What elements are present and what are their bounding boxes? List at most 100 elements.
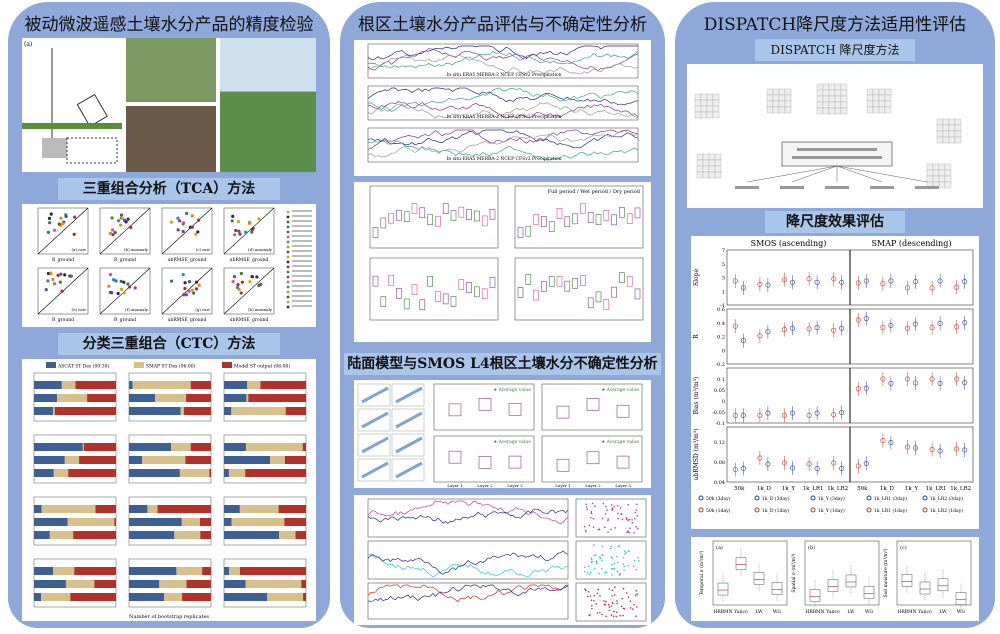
tca-point (169, 279, 174, 283)
grid-cell (878, 106, 886, 114)
x-tick-label: LW (939, 609, 947, 615)
scatter-point (635, 615, 637, 618)
grid-cell (948, 124, 956, 132)
scatter-point (613, 562, 616, 565)
tca-point (119, 287, 124, 291)
scatter-point (634, 511, 637, 514)
scatter-point (610, 528, 612, 531)
ctc-bar (34, 580, 66, 588)
box (517, 287, 524, 298)
ctc-bar (129, 394, 156, 402)
legend-marker (286, 215, 290, 219)
box (450, 296, 457, 307)
y-axis-label: Soil moisture (m³/m³) (882, 548, 889, 597)
arrow (836, 165, 928, 183)
legend-text (292, 230, 312, 232)
scatter-point (608, 609, 611, 612)
legend-label: 1k_LR1 (1day) (874, 507, 907, 514)
scatter-point (625, 518, 628, 521)
grid-cell (694, 105, 702, 113)
grid-cell (702, 159, 710, 167)
data-point (806, 326, 812, 332)
series-line (367, 48, 639, 72)
grid-cell (872, 106, 880, 114)
legend-label: In situ ERA5 MERRA-2 NCEP CFSv2 Precipit… (446, 114, 561, 120)
box (411, 284, 418, 295)
tca-panel (37, 207, 89, 255)
ctc-bar (301, 580, 306, 588)
x-tick-label: Layer 3 (507, 483, 523, 488)
one-to-one-line (161, 207, 213, 255)
box-text (792, 156, 882, 159)
scatter-point (615, 611, 618, 613)
scatter-point (601, 559, 603, 562)
scatter-point (593, 594, 596, 597)
tca-point (194, 232, 198, 236)
tca-point (116, 291, 120, 296)
legend-text (292, 285, 312, 287)
section-heading-tca: 三重组合分析（TCA）方法 (58, 178, 280, 200)
ctc-bar (34, 456, 65, 464)
box (626, 275, 633, 287)
grid-cell (942, 124, 950, 132)
tca-point (196, 230, 200, 234)
scatter-point (621, 518, 624, 521)
grid-cell (816, 89, 824, 97)
tca-point (178, 219, 182, 223)
tca-point (185, 211, 189, 216)
y-tick-label: -0.2 (715, 362, 725, 368)
grid-cell (834, 89, 842, 97)
field-photos: (a) (22, 38, 316, 172)
tca-point (122, 280, 126, 284)
legend-swatch (134, 362, 144, 368)
box (396, 209, 402, 221)
box (634, 288, 641, 300)
ctc-bar (129, 580, 160, 588)
scatter-point (604, 513, 607, 515)
box (435, 215, 441, 227)
x-tick-label: Yanco (825, 609, 840, 615)
scatter-point (610, 556, 613, 558)
density-band (395, 411, 423, 429)
grid-cell (712, 105, 720, 113)
data-point (782, 412, 788, 418)
scatter-point (619, 614, 621, 617)
column-rootzone: 根区土壤水分产品评估与不确定性分析 In situ ERA5 MERRA-2 N… (340, 2, 665, 628)
photo-soil-profile (126, 106, 216, 172)
output-label (915, 186, 939, 189)
ctc-bar (224, 456, 271, 464)
tca-point (250, 275, 254, 279)
legend-marker (286, 280, 290, 284)
data-point (954, 446, 960, 452)
data-point (913, 321, 919, 327)
box (419, 299, 426, 311)
plot-frame (712, 540, 788, 606)
ctc-bar (79, 456, 116, 464)
grid-cell (954, 136, 962, 144)
data-point (855, 280, 861, 286)
scatter-point (601, 613, 603, 616)
scatter-point (625, 551, 627, 554)
tca-point (61, 222, 65, 226)
grid-cell (822, 101, 830, 109)
data-point (962, 279, 968, 285)
ctc-bar (159, 580, 187, 588)
scatter-point (627, 503, 629, 506)
scatter-point (627, 596, 630, 599)
density-band (361, 436, 389, 454)
box (564, 216, 571, 228)
ctc-bar (129, 469, 180, 477)
scatter-point (589, 571, 592, 574)
grid-cell (694, 93, 702, 101)
series-line (367, 584, 569, 602)
data-point (863, 385, 869, 391)
scatter-point (625, 592, 628, 594)
data-point (880, 438, 886, 444)
box (580, 275, 586, 286)
variability-boxplot-chart: (a) Temporal σ (m³/m³) HRBMN Yanco LW WG (b) Sp… (691, 537, 979, 621)
data-point (954, 376, 960, 382)
scatter-point (616, 570, 619, 573)
box (955, 592, 967, 605)
box (595, 214, 602, 225)
box (619, 207, 625, 218)
